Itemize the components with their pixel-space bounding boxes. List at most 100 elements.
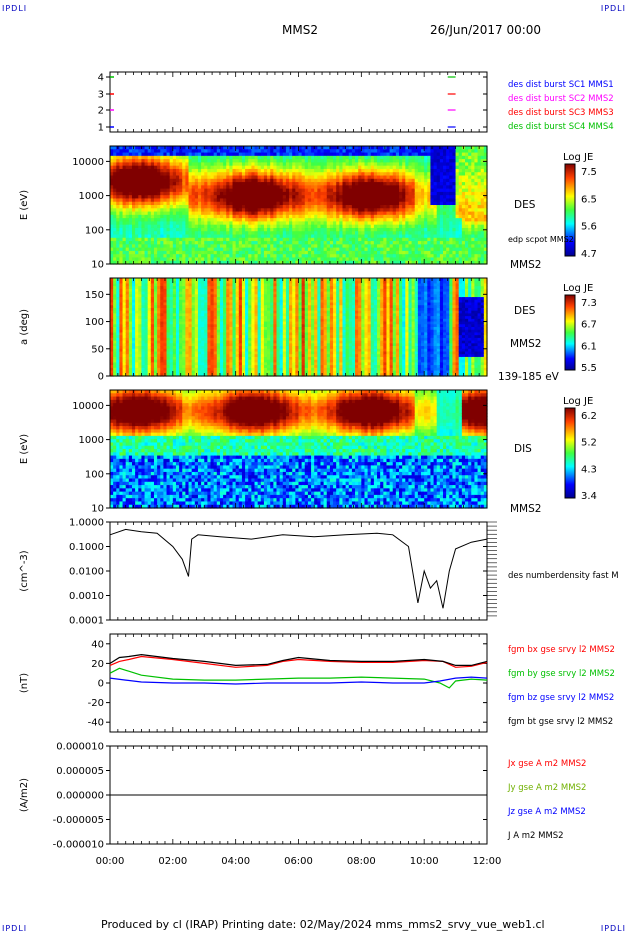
des-energy-ytick: 100 — [85, 225, 104, 236]
magnetic-field-legend-entry: fgm bz gse srvy l2 MMS2 — [508, 693, 614, 703]
current-density-legend-entry: Jy gse A m2 MMS2 — [507, 783, 586, 793]
corner-label-top-right: IPDLI — [600, 4, 626, 13]
availability-legend-entry: des dist burst SC4 MMS4 — [508, 122, 614, 132]
density-ytick: 1.0000 — [69, 518, 104, 529]
availability-ytick: 1 — [98, 123, 104, 134]
des-energy-spectrogram — [110, 146, 488, 265]
des-energy-colorbar-title: Log JE — [563, 152, 593, 163]
magnetic-field-ytick: -20 — [88, 698, 104, 709]
des-pitch-ytick: 0 — [98, 372, 104, 383]
des-pitch-spectrogram — [110, 278, 488, 377]
dis-energy-colorbar-tick: 3.4 — [581, 491, 597, 502]
corner-label-bottom-right: IPDLI — [600, 924, 626, 933]
availability-ytick: 2 — [98, 106, 104, 117]
dis-energy-colorbar-title: Log JE — [563, 396, 593, 407]
availability-legend-entry: des dist burst SC1 MMS1 — [508, 80, 614, 90]
des-pitch-colorbar-tick: 7.3 — [581, 298, 597, 309]
dis-energy-ytick: 1000 — [79, 435, 104, 446]
availability-legend-entry: des dist burst SC2 MMS2 — [508, 94, 614, 104]
magnetic-field-legend-entry: fgm bx gse srvy l2 MMS2 — [508, 645, 615, 655]
time-axis-tick: 08:00 — [347, 856, 376, 867]
des-energy-ytick: 10 — [91, 260, 104, 271]
density-ytick: 0.1000 — [69, 542, 104, 553]
current-density-ytick: -0.000005 — [53, 815, 104, 826]
current-density-legend-entry: J A m2 MMS2 — [507, 831, 564, 841]
magnetic-field-series-line — [109, 676, 488, 685]
magnetic-field-legend-entry: fgm by gse srvy l2 MMS2 — [508, 669, 615, 679]
des-pitch-ylabel: a (deg) — [19, 309, 30, 345]
des-pitch-ytick: 100 — [85, 317, 104, 328]
magnetic-field-legend-entry: fgm bt gse srvy l2 MMS2 — [508, 717, 613, 727]
spacecraft-title: MMS2 — [282, 23, 318, 37]
magnetic-field-ytick: 40 — [91, 639, 104, 650]
dis-energy-ytick: 100 — [85, 469, 104, 480]
time-axis-tick: 06:00 — [284, 856, 313, 867]
dis-energy-right-label: DIS — [514, 443, 532, 455]
des-pitch-ytick: 50 — [91, 344, 104, 355]
time-axis-tick: 04:00 — [221, 856, 250, 867]
des-pitch-ytick: 150 — [85, 290, 104, 301]
density-ylabel: (cm^-3) — [19, 550, 30, 591]
current-density-ylabel: (A/m2) — [19, 778, 30, 812]
des-energy-colorbar — [564, 163, 576, 257]
time-axis-tick: 02:00 — [158, 856, 187, 867]
magnetic-field-ytick: 20 — [91, 659, 104, 670]
des-energy-right-label: MMS2 — [510, 259, 541, 271]
des-energy-ytick: 1000 — [79, 191, 104, 202]
current-density-legend-entry: Jx gse A m2 MMS2 — [507, 759, 586, 769]
current-density-ytick: 0.000005 — [56, 766, 104, 777]
current-density-legend-entry: Jz gse A m2 MMS2 — [507, 807, 586, 817]
des-pitch-right-label: 139-185 eV — [498, 371, 560, 383]
des-energy-right-label: DES — [514, 199, 536, 211]
availability-frame — [109, 71, 488, 133]
des-pitch-colorbar-tick: 5.5 — [581, 363, 597, 374]
density-ytick: 0.0001 — [69, 616, 104, 627]
density-legend-entry: des numberdensity fast M — [508, 571, 619, 581]
des-pitch-colorbar-tick: 6.1 — [581, 341, 597, 352]
density-ytick: 0.0100 — [69, 567, 104, 578]
availability-legend-entry: des dist burst SC3 MMS3 — [508, 108, 614, 118]
des-energy-colorbar-tick: 5.6 — [581, 222, 597, 233]
dis-energy-spectrogram — [110, 390, 488, 509]
magnetic-field-series-line — [109, 667, 488, 689]
des-pitch-right-label: DES — [514, 305, 536, 317]
availability-ytick: 4 — [98, 73, 104, 84]
magnetic-field-ytick: 0 — [98, 679, 104, 690]
datetime-title: 26/Jun/2017 00:00 — [430, 23, 542, 37]
corner-label-top-left: IPDLI — [2, 4, 28, 13]
current-density-ytick: -0.000010 — [53, 840, 104, 851]
time-axis-tick: 10:00 — [410, 856, 439, 867]
density-ytick: 0.0010 — [69, 591, 104, 602]
dis-energy-ytick: 10 — [91, 504, 104, 515]
dis-energy-colorbar-tick: 4.3 — [581, 464, 597, 475]
current-density-ytick: 0.000010 — [56, 742, 104, 753]
dis-energy-colorbar-tick: 5.2 — [581, 438, 597, 449]
dis-energy-colorbar — [564, 407, 576, 499]
magnetic-field-ytick: -40 — [88, 718, 104, 729]
density-frame — [109, 521, 488, 621]
des-energy-colorbar-tick: 7.5 — [581, 167, 597, 178]
density-series-line — [109, 528, 488, 609]
time-axis-tick: 12:00 — [473, 856, 502, 867]
des-energy-right-label: edp scpot MMS2 — [508, 235, 574, 244]
dis-energy-ylabel: E (eV) — [19, 434, 30, 464]
des-pitch-right-label: MMS2 — [510, 338, 541, 350]
des-pitch-colorbar-title: Log JE — [563, 283, 593, 294]
availability-ytick: 3 — [98, 90, 104, 101]
des-energy-colorbar-tick: 4.7 — [581, 249, 597, 260]
dis-energy-colorbar-tick: 6.2 — [581, 411, 597, 422]
time-axis-tick: 00:00 — [96, 856, 125, 867]
des-pitch-colorbar-tick: 6.7 — [581, 320, 597, 331]
des-pitch-colorbar — [564, 294, 576, 371]
des-energy-colorbar-tick: 6.5 — [581, 194, 597, 205]
dis-energy-ytick: 10000 — [72, 401, 104, 412]
magnetic-field-ylabel: (nT) — [19, 673, 30, 693]
des-energy-ylabel: E (eV) — [19, 190, 30, 220]
corner-label-bottom-left: IPDLI — [2, 924, 28, 933]
footer-text: Produced by cl (IRAP) Printing date: 02/… — [101, 918, 545, 931]
dis-energy-right-label: MMS2 — [510, 503, 541, 515]
current-density-ytick: 0.000000 — [56, 791, 104, 802]
magnetic-field-series-line — [109, 653, 488, 667]
des-energy-ytick: 10000 — [72, 157, 104, 168]
